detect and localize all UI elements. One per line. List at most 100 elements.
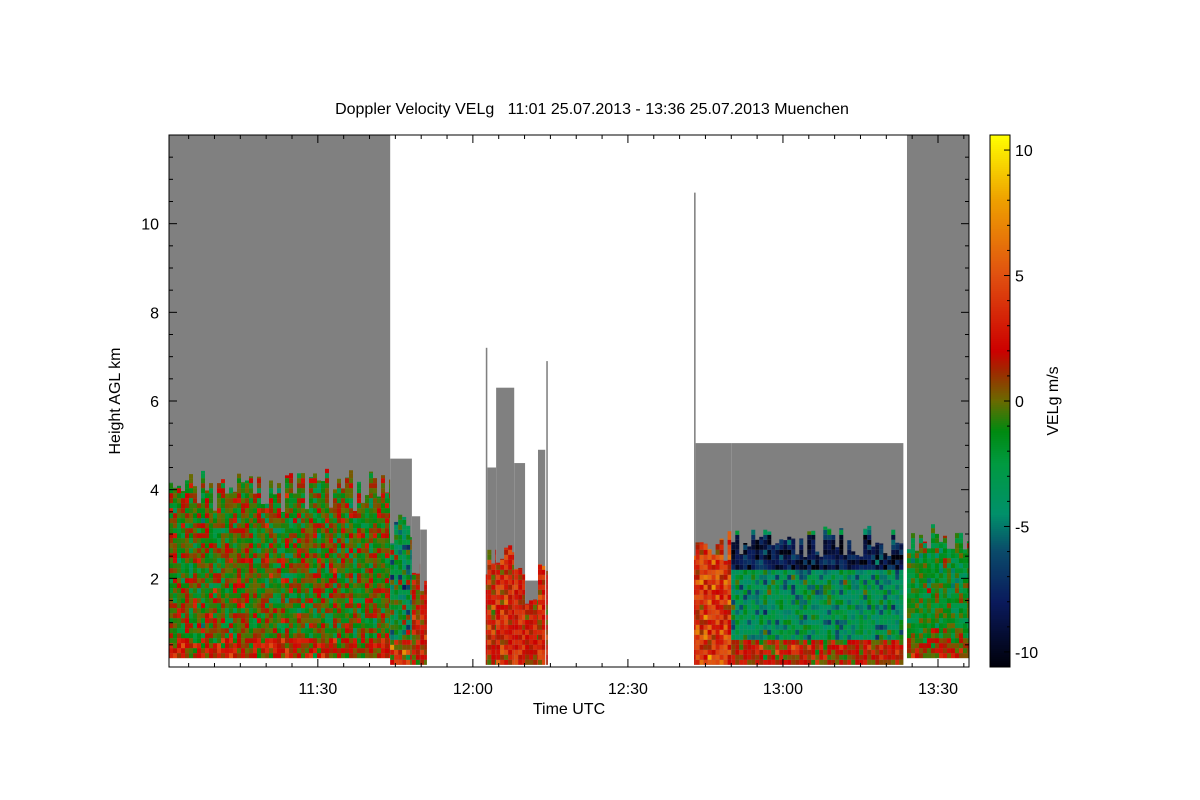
heatmap-cell [779, 644, 784, 650]
heatmap-cell [867, 639, 872, 645]
heatmap-cell [317, 553, 321, 559]
heatmap-cell [217, 573, 221, 579]
colorbar-swatch [990, 331, 1010, 333]
heatmap-cell [193, 538, 197, 544]
heatmap-cell [533, 604, 538, 610]
heatmap-cell [373, 608, 377, 614]
heatmap-cell [273, 613, 277, 619]
heatmap-cell [313, 503, 317, 509]
heatmap-cell [205, 490, 209, 494]
heatmap-cell [843, 584, 848, 590]
heatmap-cell [394, 554, 399, 560]
heatmap-cell [855, 594, 860, 600]
heatmap-cell [369, 613, 373, 619]
heatmap-cell [402, 584, 407, 590]
heatmap-cell [305, 578, 309, 584]
heatmap-cell [181, 608, 185, 614]
heatmap-cell [491, 624, 496, 630]
heatmap-cell [337, 583, 341, 589]
heatmap-cell [954, 553, 959, 559]
heatmap-cell [333, 573, 337, 579]
heatmap-cell [285, 523, 289, 529]
heatmap-cell [337, 598, 341, 604]
heatmap-cell [313, 548, 317, 554]
heatmap-cell [496, 639, 501, 645]
heatmap-cell [546, 614, 548, 620]
heatmap-cell [289, 553, 293, 559]
heatmap-cell [389, 498, 391, 504]
heatmap-cell [767, 544, 772, 550]
heatmap-cell [835, 614, 840, 620]
heatmap-cell [281, 543, 285, 549]
heatmap-cell [269, 480, 273, 484]
heatmap-cell [966, 553, 969, 559]
colorbar-swatch [990, 433, 1010, 435]
heatmap-cell [402, 599, 407, 605]
colorbar-swatch [990, 655, 1010, 657]
heatmap-cell [285, 628, 289, 634]
heatmap-cell [703, 594, 708, 600]
heatmap-cell [879, 599, 884, 605]
heatmap-cell [887, 569, 892, 575]
heatmap-cell [253, 528, 257, 534]
heatmap-cell [879, 559, 884, 565]
heatmap-cell [373, 523, 377, 529]
colorbar-swatch [990, 177, 1010, 179]
heatmap-cell [345, 588, 349, 594]
heatmap-cell [942, 653, 947, 659]
heatmap-cell [910, 598, 915, 604]
heatmap-cell [357, 638, 361, 644]
heatmap-cell [415, 589, 420, 595]
heatmap-cell [394, 534, 399, 540]
heatmap-cell [831, 619, 836, 625]
heatmap-cell [321, 608, 325, 614]
heatmap-cell [485, 599, 488, 605]
heatmap-cell [365, 543, 369, 549]
colorbar-swatch [990, 379, 1010, 381]
heatmap-cell [265, 633, 269, 639]
heatmap-cell [185, 608, 189, 614]
heatmap-cell [325, 473, 329, 479]
colorbar-swatch [990, 609, 1010, 611]
heatmap-cell [337, 478, 341, 484]
heatmap-cell [377, 618, 381, 624]
heatmap-cell [277, 533, 281, 539]
heatmap-cell [755, 599, 760, 605]
heatmap-cell [313, 608, 317, 614]
heatmap-cell [273, 653, 277, 659]
heatmap-cell [525, 629, 530, 635]
heatmap-cell [377, 583, 381, 589]
heatmap-cell [958, 553, 963, 559]
heatmap-cell [241, 598, 245, 604]
heatmap-cell [329, 523, 333, 529]
heatmap-cell [385, 553, 389, 559]
heatmap-cell [402, 549, 407, 555]
colorbar-swatch [990, 213, 1010, 215]
heatmap-cell [201, 558, 205, 564]
heatmap-cell [899, 609, 904, 615]
heatmap-cell [719, 579, 724, 585]
heatmap-cell [771, 549, 776, 555]
heatmap-cell [341, 628, 345, 634]
heatmap-cell [522, 604, 526, 610]
heatmap-cell [305, 573, 309, 579]
heatmap-cell [411, 574, 416, 580]
heatmap-cell [373, 568, 377, 574]
heatmap-cell [767, 634, 772, 640]
heatmap-cell [253, 498, 257, 504]
heatmap-cell [795, 579, 800, 585]
heatmap-cell [285, 513, 289, 519]
colorbar-swatch [990, 211, 1010, 213]
heatmap-cell [245, 598, 249, 604]
heatmap-cell [293, 493, 297, 499]
heatmap-cell [185, 528, 189, 534]
heatmap-cell [541, 599, 546, 605]
heatmap-cell [406, 619, 411, 625]
heatmap-cell [209, 523, 213, 529]
heatmap-cell [415, 599, 420, 605]
heatmap-cell [496, 619, 501, 625]
colorbar-swatch [990, 371, 1010, 373]
heatmap-cell [918, 628, 923, 634]
heatmap-cell [389, 548, 391, 554]
heatmap-cell [835, 624, 840, 630]
